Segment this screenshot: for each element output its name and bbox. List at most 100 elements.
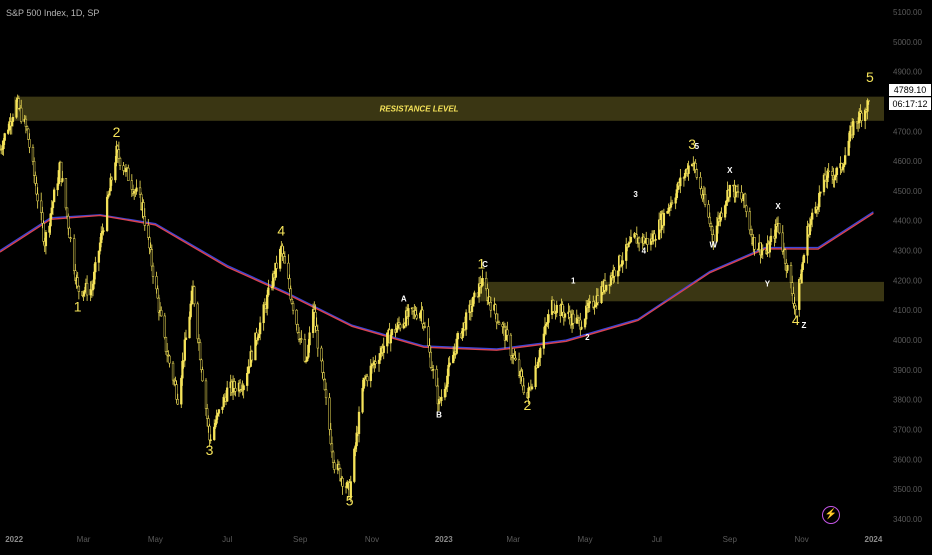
x-tick-label: Nov: [365, 535, 379, 544]
candle: [207, 415, 210, 433]
candle: [263, 298, 266, 306]
x-tick-label: 2024: [865, 535, 883, 544]
candle: [638, 236, 641, 252]
candle: [539, 346, 542, 367]
moving-average-blue: [0, 211, 874, 350]
candle: [196, 301, 199, 344]
candle: [494, 303, 497, 320]
candle: [321, 358, 324, 379]
candle: [522, 377, 525, 395]
candle: [3, 132, 6, 145]
x-tick-label: May: [148, 535, 163, 544]
candle: [806, 220, 809, 264]
candle: [333, 459, 336, 474]
candle: [366, 373, 369, 387]
candle: [802, 253, 806, 264]
candle: [201, 366, 204, 382]
candle: [254, 332, 257, 361]
candle: [355, 425, 358, 453]
candle: [76, 271, 79, 289]
candle: [646, 238, 649, 253]
candle: [114, 156, 117, 183]
candle: [341, 476, 344, 495]
candle: [609, 272, 613, 287]
candle: [206, 403, 209, 427]
candle: [461, 328, 464, 341]
candle: [160, 306, 163, 317]
candle: [322, 371, 325, 382]
candle: [171, 360, 175, 385]
candle: [181, 352, 184, 386]
candle: [316, 324, 319, 357]
candle: [448, 356, 451, 368]
candle: [412, 307, 415, 320]
candle: [124, 163, 128, 177]
candle: [769, 228, 773, 246]
candle: [679, 169, 682, 194]
candle: [68, 226, 71, 238]
candle: [20, 99, 23, 124]
candle: [24, 115, 28, 134]
candle: [288, 274, 291, 293]
zone-label: RESISTANCE LEVEL: [380, 105, 459, 114]
candle: [389, 332, 392, 352]
wave-label: 2: [113, 124, 121, 140]
candle: [175, 380, 178, 404]
candle: [267, 279, 270, 298]
candle: [250, 349, 254, 363]
candle: [415, 307, 418, 321]
candle: [56, 177, 59, 197]
candle: [330, 436, 334, 458]
wave-label: 5: [866, 69, 874, 85]
candle: [529, 379, 533, 392]
candle: [436, 377, 440, 412]
candle: [147, 219, 150, 241]
candle: [117, 141, 121, 164]
candle: [382, 337, 385, 360]
x-tick-label: Sep: [293, 535, 308, 544]
candle: [563, 312, 567, 322]
zone-0[interactable]: [14, 96, 884, 121]
y-tick-label: 3400.00: [893, 515, 922, 524]
y-tick-label: 4100.00: [893, 306, 922, 315]
wave-label: B: [436, 411, 442, 420]
candle: [501, 321, 504, 334]
candle: [118, 156, 122, 170]
wave-label: 1: [478, 255, 486, 271]
candle: [25, 125, 29, 131]
candle: [320, 345, 323, 362]
wave-label: W: [710, 241, 718, 250]
candle: [11, 113, 15, 127]
lightning-bolt-icon[interactable]: ⚡: [822, 506, 840, 524]
candle: [530, 383, 534, 391]
candle: [209, 434, 212, 444]
candle: [242, 383, 245, 399]
candle: [32, 157, 36, 183]
candle: [127, 164, 130, 181]
candle: [572, 310, 575, 329]
candle: [67, 213, 70, 236]
candle: [517, 352, 521, 379]
candle: [855, 120, 859, 130]
candle: [357, 406, 361, 443]
candle: [306, 356, 309, 362]
candle: [470, 297, 474, 318]
candle: [852, 118, 855, 138]
candle: [77, 285, 81, 300]
candle: [753, 237, 756, 256]
candle: [82, 292, 85, 301]
candle: [369, 359, 372, 388]
candle: [473, 290, 476, 304]
candle: [794, 305, 797, 318]
candle: [708, 212, 711, 228]
y-tick-label: 3900.00: [893, 366, 922, 375]
candle: [297, 327, 301, 343]
candle: [390, 328, 394, 338]
y-tick-label: 4200.00: [893, 276, 922, 285]
candle: [823, 167, 827, 181]
candle: [31, 144, 35, 166]
candle: [858, 108, 861, 129]
candle: [155, 271, 158, 294]
